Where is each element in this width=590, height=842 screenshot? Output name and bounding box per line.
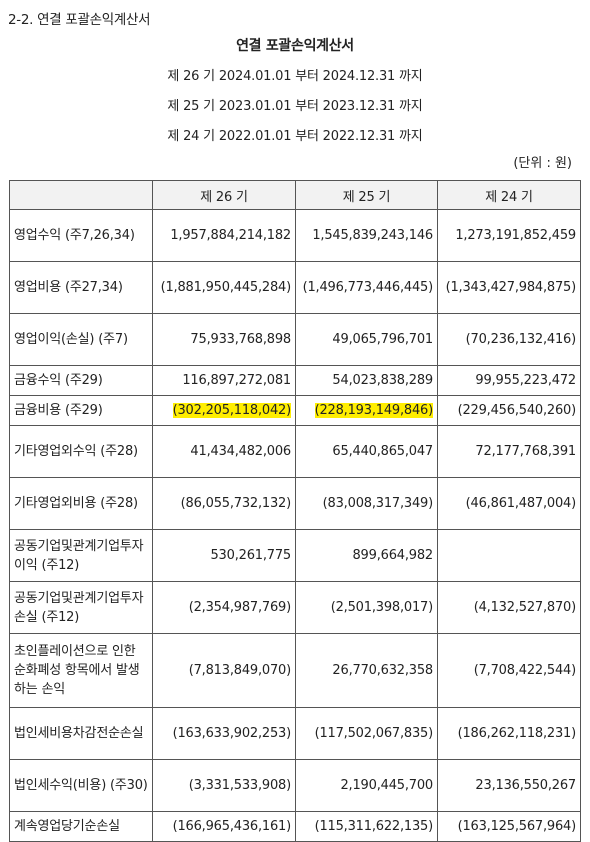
highlighted-value: (302,205,118,042) (172, 403, 291, 418)
value-period-24: (1,343,427,984,875) (437, 261, 581, 314)
value-period-26: (1,881,950,445,284) (152, 261, 296, 314)
income-statement-table: 제 26 기 제 25 기 제 24 기 영업수익 (주7,26,34) 1,9… (9, 180, 581, 842)
row-label: 기타영업외비용 (주28) (9, 477, 153, 530)
value-period-26: 530,261,775 (152, 529, 296, 582)
row-label: 공동기업및관계기업투자손실 (주12) (9, 581, 153, 634)
value-period-25: (115,311,622,135) (295, 811, 438, 842)
table-row: 금융비용 (주29) (302,205,118,042) (228,193,14… (9, 395, 581, 426)
row-label: 초인플레이션으로 인한 순화폐성 항목에서 발생하는 손익 (9, 633, 153, 708)
value-period-25: 49,065,796,701 (295, 313, 438, 366)
period-line-26: 제 26 기 2024.01.01 부터 2024.12.31 까지 (167, 69, 423, 84)
value-period-24: (46,861,487,004) (437, 477, 581, 530)
value-period-24: 99,955,223,472 (437, 365, 581, 396)
period-line-24: 제 24 기 2022.01.01 부터 2022.12.31 까지 (167, 129, 423, 144)
value-period-26: (163,633,902,253) (152, 707, 296, 760)
value-period-25: (117,502,067,835) (295, 707, 438, 760)
row-label: 영업수익 (주7,26,34) (9, 209, 153, 262)
value-period-26: 116,897,272,081 (152, 365, 296, 396)
value-period-25: (228,193,149,846) (295, 395, 438, 426)
table-row: 기타영업외수익 (주28) 41,434,482,006 65,440,865,… (9, 425, 581, 478)
statement-title: 연결 포괄손익계산서 (236, 38, 354, 54)
value-period-24: (163,125,567,964) (437, 811, 581, 842)
header-period-26: 제 26 기 (152, 180, 296, 210)
value-period-25: 899,664,982 (295, 529, 438, 582)
table-row: 영업비용 (주27,34) (1,881,950,445,284) (1,496… (9, 261, 581, 314)
value-period-24: (7,708,422,544) (437, 633, 581, 708)
value-period-25: 65,440,865,047 (295, 425, 438, 478)
row-label: 법인세비용차감전순손실 (9, 707, 153, 760)
value-period-24: 1,273,191,852,459 (437, 209, 581, 262)
value-period-24: (186,262,118,231) (437, 707, 581, 760)
section-heading: 2-2. 연결 포괄손익계산서 (8, 12, 151, 28)
header-blank (9, 180, 153, 210)
table-header-row: 제 26 기 제 25 기 제 24 기 (9, 180, 581, 210)
row-label: 공동기업및관계기업투자이익 (주12) (9, 529, 153, 582)
value-period-25: 26,770,632,358 (295, 633, 438, 708)
row-label: 법인세수익(비용) (주30) (9, 759, 153, 812)
table-row: 영업이익(손실) (주7) 75,933,768,898 49,065,796,… (9, 313, 581, 366)
row-label: 영업이익(손실) (주7) (9, 313, 153, 366)
value-period-25: (83,008,317,349) (295, 477, 438, 530)
value-period-26: (7,813,849,070) (152, 633, 296, 708)
value-period-26: (86,055,732,132) (152, 477, 296, 530)
period-line-25: 제 25 기 2023.01.01 부터 2023.12.31 까지 (167, 99, 423, 114)
highlighted-value: (228,193,149,846) (314, 403, 433, 418)
value-period-24: 23,136,550,267 (437, 759, 581, 812)
value-period-26: (3,331,533,908) (152, 759, 296, 812)
value-period-24: 72,177,768,391 (437, 425, 581, 478)
value-period-24: (70,236,132,416) (437, 313, 581, 366)
value-period-25: 54,023,838,289 (295, 365, 438, 396)
value-period-26: 1,957,884,214,182 (152, 209, 296, 262)
value-period-24: (4,132,527,870) (437, 581, 581, 634)
table-row: 영업수익 (주7,26,34) 1,957,884,214,182 1,545,… (9, 209, 581, 262)
table-row: 공동기업및관계기업투자이익 (주12) 530,261,775 899,664,… (9, 529, 581, 582)
value-period-25: 1,545,839,243,146 (295, 209, 438, 262)
header-period-25: 제 25 기 (295, 180, 438, 210)
table-row: 계속영업당기순손실 (166,965,436,161) (115,311,622… (9, 811, 581, 842)
unit-note: (단위 : 원) (513, 156, 572, 171)
value-period-26: (302,205,118,042) (152, 395, 296, 426)
row-label: 금융비용 (주29) (9, 395, 153, 426)
value-period-26: (2,354,987,769) (152, 581, 296, 634)
table-row: 초인플레이션으로 인한 순화폐성 항목에서 발생하는 손익 (7,813,849… (9, 633, 581, 708)
row-label: 금융수익 (주29) (9, 365, 153, 396)
value-period-26: 75,933,768,898 (152, 313, 296, 366)
value-period-24: (229,456,540,260) (437, 395, 581, 426)
value-period-25: (1,496,773,446,445) (295, 261, 438, 314)
table-row: 금융수익 (주29) 116,897,272,081 54,023,838,28… (9, 365, 581, 396)
table-row: 법인세수익(비용) (주30) (3,331,533,908) 2,190,44… (9, 759, 581, 812)
header-period-24: 제 24 기 (437, 180, 581, 210)
value-period-26: 41,434,482,006 (152, 425, 296, 478)
table-row: 법인세비용차감전순손실 (163,633,902,253) (117,502,0… (9, 707, 581, 760)
row-label: 기타영업외수익 (주28) (9, 425, 153, 478)
value-period-25: 2,190,445,700 (295, 759, 438, 812)
value-period-24 (437, 529, 581, 582)
value-period-26: (166,965,436,161) (152, 811, 296, 842)
table-row: 기타영업외비용 (주28) (86,055,732,132) (83,008,3… (9, 477, 581, 530)
value-period-25: (2,501,398,017) (295, 581, 438, 634)
row-label: 영업비용 (주27,34) (9, 261, 153, 314)
row-label: 계속영업당기순손실 (9, 811, 153, 842)
table-row: 공동기업및관계기업투자손실 (주12) (2,354,987,769) (2,5… (9, 581, 581, 634)
